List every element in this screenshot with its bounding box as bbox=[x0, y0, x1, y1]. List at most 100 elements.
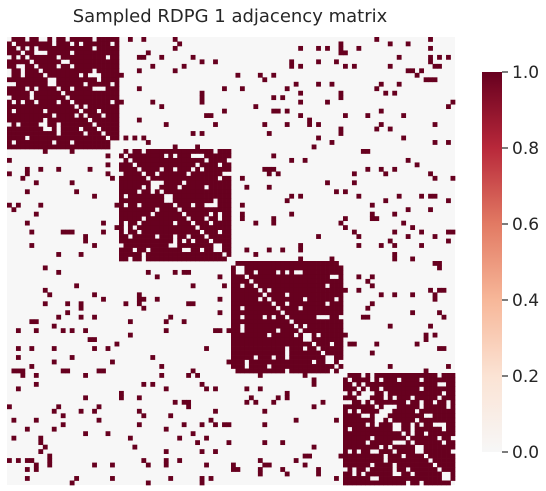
heatmap-cell bbox=[181, 269, 187, 275]
heatmap-cell bbox=[199, 180, 205, 186]
heatmap-cell bbox=[69, 149, 75, 154]
heatmap-cell bbox=[239, 346, 245, 351]
heatmap-cell bbox=[38, 449, 44, 454]
heatmap-cell bbox=[213, 229, 218, 235]
heatmap-cell bbox=[83, 68, 88, 74]
heatmap-cell bbox=[307, 261, 312, 266]
heatmap-cell bbox=[42, 54, 48, 60]
heatmap-cell bbox=[248, 350, 254, 356]
heatmap-cell bbox=[141, 243, 147, 248]
heatmap-cell bbox=[356, 453, 362, 459]
heatmap-cell bbox=[87, 37, 93, 42]
heatmap-cell bbox=[325, 364, 330, 369]
heatmap-cell bbox=[428, 386, 433, 392]
heatmap-cell bbox=[266, 184, 272, 190]
heatmap-cell bbox=[204, 198, 209, 204]
heatmap-cell bbox=[78, 140, 84, 145]
heatmap-cell bbox=[311, 265, 317, 271]
heatmap-cell bbox=[432, 332, 438, 338]
heatmap-cell bbox=[181, 171, 187, 177]
heatmap-cell bbox=[248, 341, 254, 347]
heatmap-cell bbox=[186, 162, 192, 168]
heatmap-cell bbox=[101, 368, 106, 374]
heatmap-cell bbox=[65, 122, 71, 127]
heatmap-cell bbox=[356, 373, 362, 378]
heatmap-cell bbox=[105, 126, 111, 132]
heatmap-cell bbox=[119, 207, 124, 213]
heatmap-cell bbox=[343, 404, 348, 410]
heatmap-cell bbox=[168, 220, 174, 226]
heatmap-cell bbox=[450, 386, 456, 392]
heatmap-cell bbox=[298, 310, 304, 316]
heatmap-cell bbox=[56, 59, 62, 65]
heatmap-cell bbox=[20, 373, 26, 378]
heatmap-cell bbox=[74, 99, 80, 105]
heatmap-cell bbox=[163, 149, 169, 154]
heatmap-cell bbox=[78, 50, 84, 56]
heatmap-cell bbox=[235, 261, 241, 266]
heatmap-cell bbox=[302, 341, 308, 347]
heatmap-cell bbox=[33, 113, 39, 118]
heatmap-cell bbox=[110, 90, 115, 96]
heatmap-cell bbox=[15, 368, 21, 374]
heatmap-cell bbox=[78, 37, 84, 42]
heatmap-cell bbox=[222, 211, 227, 217]
heatmap-cell bbox=[199, 252, 205, 257]
heatmap-cell bbox=[428, 417, 433, 423]
heatmap-cell bbox=[69, 144, 75, 150]
heatmap-cell bbox=[213, 175, 218, 181]
heatmap-cell bbox=[51, 323, 57, 329]
heatmap-cell bbox=[441, 314, 447, 320]
heatmap-cell bbox=[65, 135, 71, 141]
heatmap-cell bbox=[446, 381, 451, 387]
heatmap-cell bbox=[172, 269, 178, 275]
heatmap-cell bbox=[33, 81, 39, 87]
heatmap-cell bbox=[428, 207, 433, 213]
heatmap-cell bbox=[334, 301, 339, 307]
heatmap-cell bbox=[298, 99, 304, 105]
heatmap-cell bbox=[414, 413, 420, 419]
heatmap-cell bbox=[38, 144, 44, 150]
heatmap-cell bbox=[253, 323, 259, 329]
heatmap-cell bbox=[29, 243, 35, 248]
heatmap-cell bbox=[316, 292, 321, 298]
heatmap-cell bbox=[136, 408, 142, 414]
heatmap-cell bbox=[280, 287, 286, 293]
heatmap-cell bbox=[186, 225, 192, 230]
heatmap-cell bbox=[60, 229, 66, 235]
heatmap-cell bbox=[226, 207, 232, 213]
heatmap-cell bbox=[387, 467, 393, 472]
heatmap-cell bbox=[172, 180, 178, 186]
heatmap-cell bbox=[123, 149, 129, 154]
heatmap-cell bbox=[271, 269, 277, 275]
heatmap-cell bbox=[298, 292, 304, 298]
heatmap-cell bbox=[42, 149, 48, 154]
heatmap-cell bbox=[60, 113, 66, 118]
heatmap-cell bbox=[298, 63, 304, 69]
heatmap-cell bbox=[311, 314, 317, 320]
heatmap-cell bbox=[446, 238, 451, 244]
heatmap-cell bbox=[101, 99, 106, 105]
heatmap-cell bbox=[96, 117, 102, 123]
heatmap-cell bbox=[213, 153, 218, 159]
heatmap-cell bbox=[226, 153, 232, 159]
heatmap-cell bbox=[396, 381, 402, 387]
heatmap-cell bbox=[15, 386, 21, 392]
heatmap-cell bbox=[168, 166, 174, 172]
heatmap-cell bbox=[235, 305, 241, 311]
heatmap-cell bbox=[351, 444, 357, 450]
heatmap-cell bbox=[293, 328, 299, 334]
heatmap-cell bbox=[87, 54, 93, 60]
heatmap-cell bbox=[29, 77, 35, 83]
heatmap-cell bbox=[123, 180, 129, 186]
heatmap-cell bbox=[253, 287, 259, 293]
heatmap-cell bbox=[405, 422, 411, 428]
heatmap-cell bbox=[329, 332, 335, 338]
heatmap-cell bbox=[199, 476, 205, 481]
heatmap-cell bbox=[195, 238, 200, 244]
heatmap-cell bbox=[235, 337, 241, 342]
heatmap-cell bbox=[119, 180, 124, 186]
heatmap-cell bbox=[217, 328, 223, 334]
heatmap-cell bbox=[383, 426, 389, 432]
heatmap-cell bbox=[51, 45, 57, 51]
